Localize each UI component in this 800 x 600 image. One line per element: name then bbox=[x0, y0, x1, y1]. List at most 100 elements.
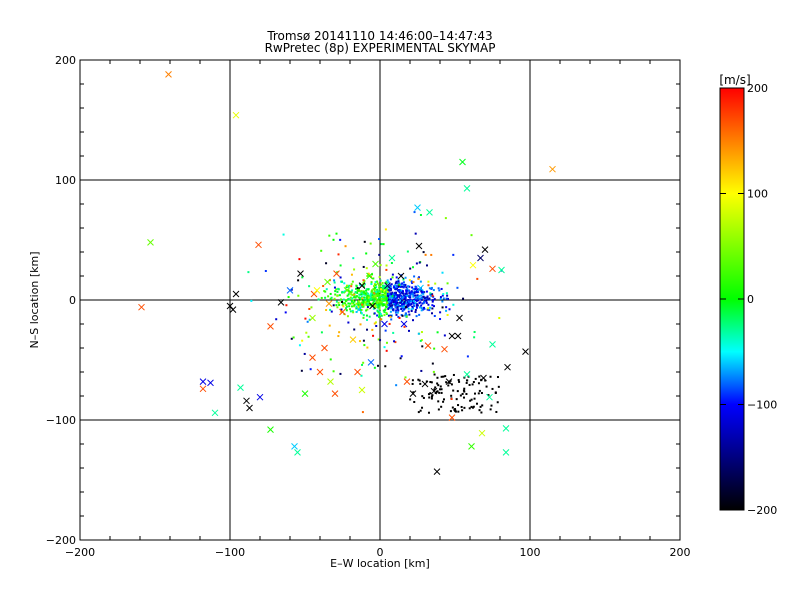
data-point-dot bbox=[409, 293, 412, 296]
data-point-dot bbox=[352, 305, 355, 308]
data-point-dot bbox=[418, 261, 421, 264]
data-point-dot bbox=[484, 379, 487, 382]
data-point-dot bbox=[385, 296, 388, 299]
data-point-dot bbox=[351, 302, 354, 305]
data-point-dot bbox=[441, 294, 444, 297]
data-point-cross bbox=[367, 359, 375, 366]
data-point-cross bbox=[232, 290, 240, 298]
data-point-dot bbox=[398, 316, 401, 319]
data-point-dot bbox=[376, 304, 379, 307]
data-point-cross bbox=[489, 341, 496, 348]
data-point-dot bbox=[419, 301, 422, 304]
data-point-dot bbox=[473, 336, 476, 339]
data-point-dot bbox=[481, 404, 484, 407]
data-point-dot bbox=[372, 293, 375, 296]
data-point-cross bbox=[333, 270, 340, 277]
data-point-dot bbox=[487, 394, 490, 397]
data-point-dot bbox=[450, 394, 453, 397]
data-point-dot bbox=[275, 318, 278, 321]
data-point-dot bbox=[491, 387, 494, 390]
data-point-cross bbox=[277, 299, 285, 306]
data-point-dot bbox=[324, 290, 327, 293]
data-point-cross bbox=[199, 385, 207, 393]
data-point-dot bbox=[412, 391, 415, 394]
data-point-dot bbox=[410, 300, 413, 303]
data-point-dot bbox=[409, 295, 412, 298]
data-point-dot bbox=[375, 290, 378, 293]
data-point-dot bbox=[378, 276, 381, 279]
data-point-dot bbox=[410, 292, 413, 295]
data-point-dot bbox=[360, 312, 363, 315]
data-point-dot bbox=[388, 303, 391, 306]
data-point-cross bbox=[256, 393, 264, 401]
data-point-dot bbox=[397, 309, 400, 312]
data-point-dot bbox=[443, 334, 446, 337]
data-point-dot bbox=[429, 392, 432, 395]
data-point-dot bbox=[436, 390, 439, 393]
data-point-dot bbox=[497, 385, 500, 388]
data-point-dot bbox=[396, 304, 399, 307]
colorbar-label: [m/s] bbox=[719, 73, 750, 87]
data-point-dot bbox=[339, 276, 342, 279]
data-point-cross bbox=[426, 209, 433, 216]
data-point-dot bbox=[380, 298, 383, 301]
data-point-dot bbox=[387, 307, 390, 310]
data-point-dot bbox=[428, 297, 431, 300]
data-point-dot bbox=[378, 286, 381, 289]
data-point-dot bbox=[370, 292, 373, 295]
data-point-dot bbox=[389, 315, 392, 318]
data-point-dot bbox=[415, 262, 418, 265]
data-point-dot bbox=[476, 277, 479, 280]
data-point-cross bbox=[232, 111, 240, 119]
data-point-dot bbox=[411, 319, 414, 322]
data-point-dot bbox=[353, 295, 356, 298]
data-point-dot bbox=[371, 297, 374, 300]
data-point-dot bbox=[346, 284, 349, 287]
colorbar-ticks: 200 100 0 −100 −200 bbox=[720, 82, 777, 517]
data-point-cross bbox=[309, 314, 316, 322]
data-point-dot bbox=[399, 301, 402, 304]
data-point-dot bbox=[365, 297, 368, 300]
data-point-dot bbox=[376, 288, 379, 291]
data-point-dot bbox=[308, 285, 311, 288]
data-point-dot bbox=[341, 304, 344, 307]
data-point-dot bbox=[430, 397, 433, 400]
data-point-dot bbox=[389, 305, 392, 308]
data-point-dot bbox=[414, 232, 417, 235]
data-point-dot bbox=[457, 379, 460, 382]
data-point-dot bbox=[406, 302, 409, 305]
data-point-dot bbox=[382, 295, 385, 298]
data-point-dot bbox=[431, 304, 434, 307]
data-point-dot bbox=[372, 277, 375, 280]
data-point-dot bbox=[348, 308, 351, 311]
data-point-dot bbox=[398, 282, 401, 285]
data-point-dot bbox=[394, 282, 397, 285]
data-point-dot bbox=[395, 384, 398, 387]
data-point-dot bbox=[366, 275, 369, 278]
data-point-dot bbox=[378, 315, 381, 318]
data-point-dot bbox=[344, 302, 347, 305]
data-point-dot bbox=[446, 282, 449, 285]
data-point-dot bbox=[418, 313, 421, 316]
data-point-dot bbox=[348, 298, 351, 301]
data-point-dot bbox=[369, 295, 372, 298]
data-point-dot bbox=[405, 306, 408, 309]
data-point-dot bbox=[404, 314, 407, 317]
data-point-dot bbox=[347, 298, 350, 301]
data-point-dot bbox=[380, 288, 383, 291]
data-point-dot bbox=[432, 295, 435, 298]
data-point-dot bbox=[420, 307, 423, 310]
data-point-dot bbox=[395, 299, 398, 302]
data-point-dot bbox=[388, 300, 391, 303]
data-point-dot bbox=[353, 300, 356, 303]
data-point-dot bbox=[496, 401, 499, 404]
data-point-dot bbox=[347, 293, 350, 296]
data-point-cross bbox=[445, 378, 453, 385]
data-point-dot bbox=[320, 296, 323, 299]
data-point-dot bbox=[432, 289, 435, 292]
data-point-dot bbox=[436, 376, 439, 379]
data-point-dot bbox=[418, 379, 421, 382]
data-point-dot bbox=[452, 389, 455, 392]
data-point-cross bbox=[369, 302, 376, 310]
